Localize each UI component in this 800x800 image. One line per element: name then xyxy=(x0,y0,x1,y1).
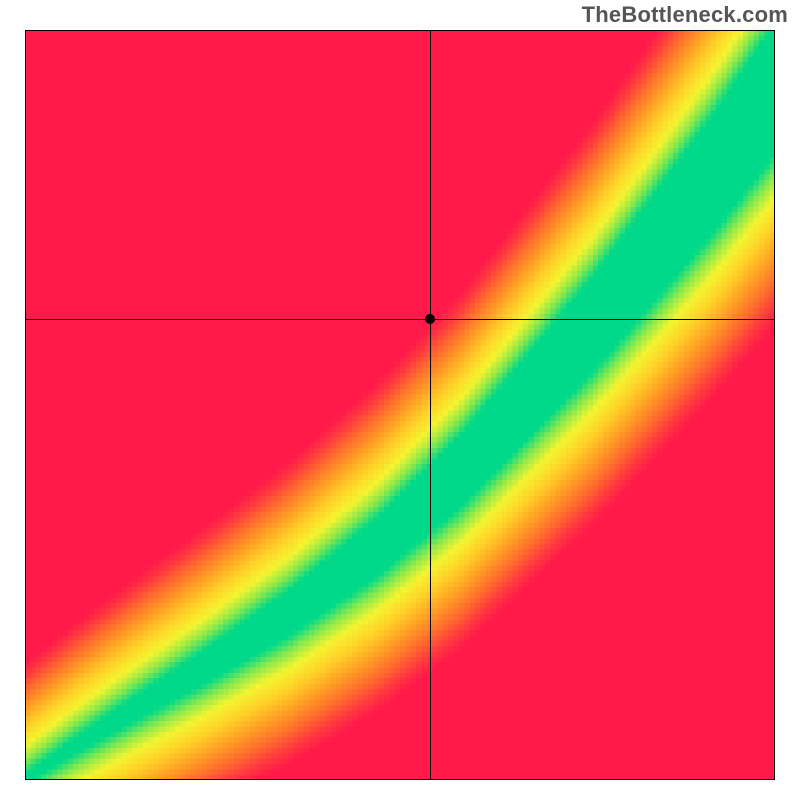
plot-border xyxy=(25,30,775,780)
crosshair-vertical xyxy=(430,30,431,780)
watermark-text: TheBottleneck.com xyxy=(582,2,788,28)
crosshair-marker xyxy=(425,314,435,324)
crosshair-horizontal xyxy=(25,319,775,320)
chart-container: TheBottleneck.com xyxy=(0,0,800,800)
